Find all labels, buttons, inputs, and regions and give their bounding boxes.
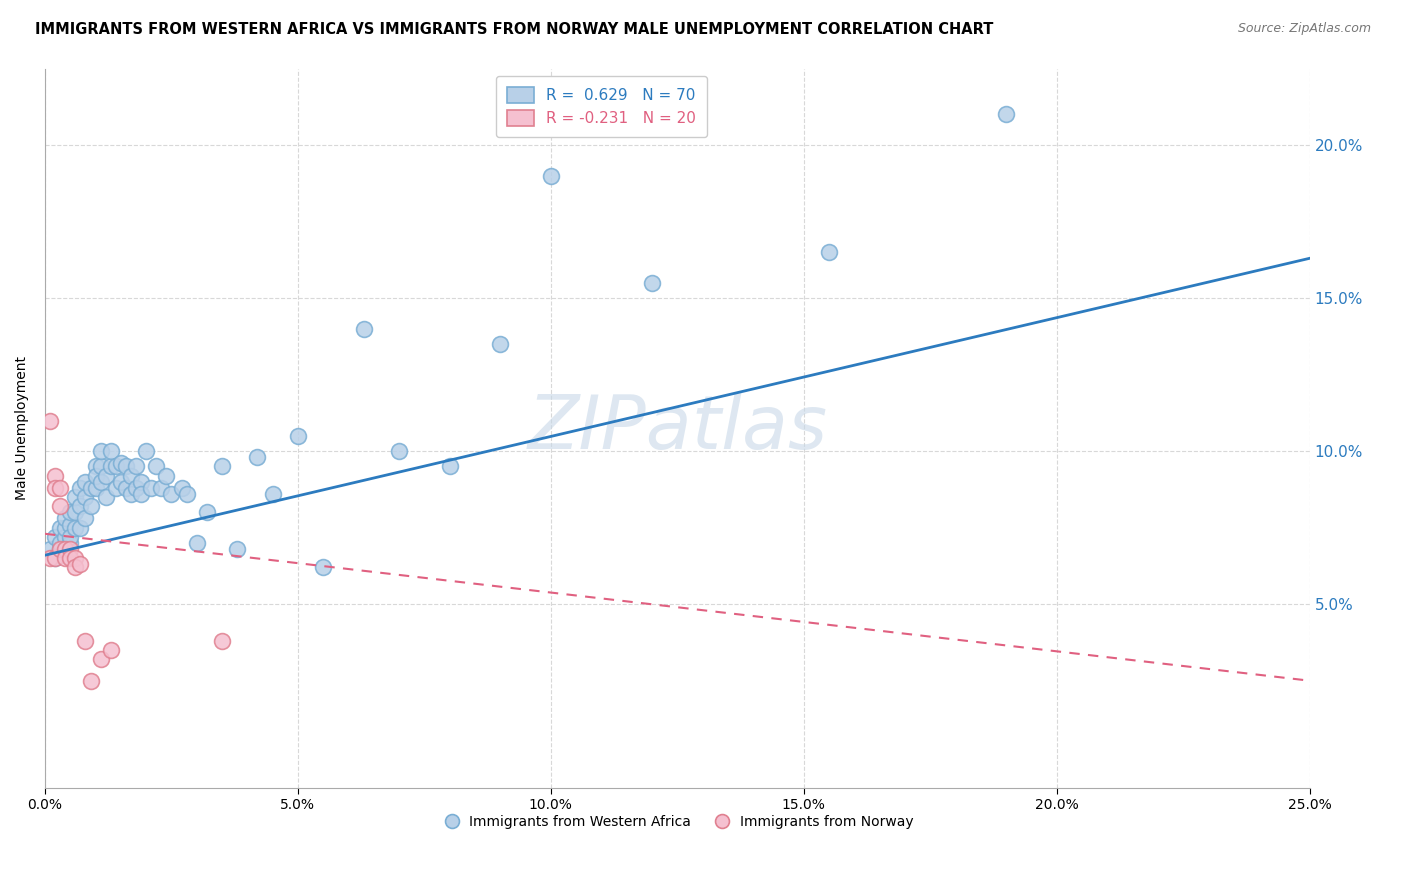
Point	[49, 521, 72, 535]
Point	[90, 459, 112, 474]
Point	[44, 481, 66, 495]
Point	[211, 459, 233, 474]
Point	[59, 536, 82, 550]
Point	[75, 634, 97, 648]
Point	[39, 413, 62, 427]
Point	[100, 643, 122, 657]
Point	[79, 481, 101, 495]
Y-axis label: Male Unemployment: Male Unemployment	[15, 356, 30, 500]
Point	[186, 536, 208, 550]
Point	[90, 475, 112, 489]
Point	[120, 487, 142, 501]
Point	[53, 511, 76, 525]
Text: Source: ZipAtlas.com: Source: ZipAtlas.com	[1237, 22, 1371, 36]
Point	[49, 542, 72, 557]
Point	[65, 505, 87, 519]
Point	[49, 542, 72, 557]
Point	[69, 521, 91, 535]
Point	[110, 456, 132, 470]
Point	[44, 551, 66, 566]
Point	[59, 551, 82, 566]
Point	[49, 536, 72, 550]
Point	[94, 468, 117, 483]
Point	[44, 551, 66, 566]
Point	[104, 459, 127, 474]
Point	[84, 459, 107, 474]
Point	[995, 107, 1018, 121]
Point	[641, 276, 664, 290]
Point	[59, 542, 82, 557]
Point	[353, 321, 375, 335]
Point	[540, 169, 562, 183]
Point	[53, 542, 76, 557]
Point	[135, 444, 157, 458]
Point	[195, 505, 218, 519]
Point	[100, 459, 122, 474]
Text: ZIPatlas: ZIPatlas	[527, 392, 827, 464]
Point	[176, 487, 198, 501]
Point	[90, 444, 112, 458]
Point	[125, 459, 148, 474]
Point	[65, 560, 87, 574]
Point	[44, 530, 66, 544]
Point	[84, 481, 107, 495]
Point	[79, 500, 101, 514]
Point	[49, 500, 72, 514]
Point	[150, 481, 173, 495]
Point	[211, 634, 233, 648]
Point	[90, 652, 112, 666]
Point	[262, 487, 284, 501]
Point	[141, 481, 163, 495]
Point	[115, 481, 138, 495]
Point	[69, 500, 91, 514]
Point	[65, 490, 87, 504]
Point	[129, 475, 152, 489]
Point	[75, 490, 97, 504]
Point	[100, 444, 122, 458]
Text: IMMIGRANTS FROM WESTERN AFRICA VS IMMIGRANTS FROM NORWAY MALE UNEMPLOYMENT CORRE: IMMIGRANTS FROM WESTERN AFRICA VS IMMIGR…	[35, 22, 994, 37]
Point	[53, 530, 76, 544]
Point	[155, 468, 177, 483]
Point	[65, 521, 87, 535]
Point	[44, 468, 66, 483]
Point	[39, 542, 62, 557]
Point	[59, 505, 82, 519]
Point	[120, 468, 142, 483]
Point	[439, 459, 461, 474]
Point	[53, 521, 76, 535]
Point	[69, 481, 91, 495]
Point	[69, 558, 91, 572]
Point	[287, 429, 309, 443]
Point	[65, 551, 87, 566]
Point	[79, 673, 101, 688]
Point	[39, 551, 62, 566]
Point	[94, 490, 117, 504]
Point	[129, 487, 152, 501]
Point	[125, 481, 148, 495]
Point	[388, 444, 411, 458]
Point	[246, 450, 269, 465]
Point	[59, 517, 82, 532]
Point	[59, 530, 82, 544]
Point	[145, 459, 167, 474]
Point	[75, 511, 97, 525]
Point	[104, 481, 127, 495]
Point	[818, 245, 841, 260]
Point	[312, 560, 335, 574]
Point	[84, 468, 107, 483]
Point	[75, 475, 97, 489]
Point	[49, 481, 72, 495]
Point	[226, 542, 249, 557]
Point	[160, 487, 183, 501]
Point	[53, 551, 76, 566]
Point	[489, 337, 512, 351]
Legend: Immigrants from Western Africa, Immigrants from Norway: Immigrants from Western Africa, Immigran…	[436, 810, 918, 835]
Point	[115, 459, 138, 474]
Point	[110, 475, 132, 489]
Point	[170, 481, 193, 495]
